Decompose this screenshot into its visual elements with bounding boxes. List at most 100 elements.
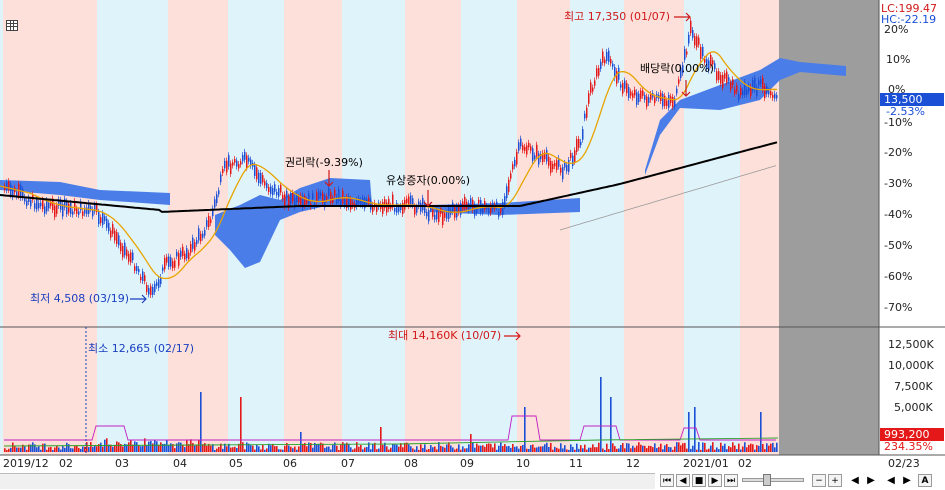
last-button[interactable]: ⏭ bbox=[724, 474, 738, 487]
date-label-05: 05 bbox=[229, 457, 243, 470]
volume-bar bbox=[298, 446, 300, 452]
volume-bar bbox=[500, 442, 502, 452]
volume-bar bbox=[318, 443, 320, 452]
candle bbox=[238, 164, 240, 169]
volume-bar bbox=[418, 449, 420, 452]
date-label-10: 10 bbox=[516, 457, 530, 470]
volume-bar bbox=[514, 446, 516, 452]
candle bbox=[654, 97, 656, 104]
volume-bar bbox=[702, 442, 704, 452]
volume-bar bbox=[304, 442, 306, 452]
volume-bar bbox=[606, 443, 608, 452]
volume-bar bbox=[668, 446, 670, 452]
grid-icon[interactable] bbox=[6, 20, 18, 31]
candle bbox=[584, 113, 586, 119]
prev-button[interactable]: ◀ bbox=[676, 474, 690, 487]
candle bbox=[538, 153, 540, 165]
volume-bar bbox=[160, 442, 162, 452]
volume-bar bbox=[718, 449, 720, 452]
candle bbox=[438, 212, 440, 222]
candle bbox=[26, 200, 28, 206]
candle bbox=[422, 197, 424, 211]
candle bbox=[144, 275, 146, 282]
volume-bar bbox=[742, 446, 744, 452]
candle bbox=[80, 201, 82, 211]
volume-bar bbox=[688, 412, 690, 452]
volume-bar bbox=[754, 449, 756, 452]
volume-bar bbox=[262, 445, 264, 452]
scroll-right-icon[interactable]: ▶ bbox=[867, 475, 875, 486]
candle bbox=[626, 82, 628, 94]
auto-button[interactable]: A bbox=[918, 474, 932, 487]
volume-bar bbox=[330, 449, 332, 452]
scroll-left-icon[interactable]: ◀ bbox=[851, 475, 859, 486]
candle bbox=[34, 203, 36, 209]
zoom-out-button[interactable]: − bbox=[812, 474, 826, 487]
volume-bar bbox=[182, 444, 184, 452]
candle bbox=[372, 204, 374, 212]
candle bbox=[602, 51, 604, 63]
candle bbox=[522, 145, 524, 151]
vol-tick-7500: 7,500K bbox=[894, 380, 933, 393]
candle bbox=[442, 212, 444, 225]
candle bbox=[100, 217, 102, 224]
candle bbox=[544, 152, 546, 160]
volume-bar bbox=[254, 449, 256, 452]
volume-bar bbox=[740, 449, 742, 452]
zoom-slider-thumb[interactable] bbox=[763, 474, 771, 486]
candle bbox=[592, 87, 594, 92]
candle bbox=[722, 74, 724, 88]
scroll-next-icon[interactable]: ▶ bbox=[903, 475, 911, 486]
candle bbox=[490, 204, 492, 213]
candle bbox=[22, 189, 24, 198]
candle bbox=[328, 187, 330, 196]
volume-bar bbox=[340, 444, 342, 452]
volume-bar bbox=[558, 448, 560, 452]
candle bbox=[30, 199, 32, 207]
candle bbox=[674, 98, 676, 107]
next-button[interactable]: ▶ bbox=[708, 474, 722, 487]
volume-bar bbox=[424, 444, 426, 452]
candle bbox=[550, 160, 552, 173]
candle bbox=[644, 95, 646, 100]
volume-bar bbox=[616, 448, 618, 452]
candle bbox=[692, 30, 694, 38]
candle bbox=[312, 193, 314, 200]
volume-bar bbox=[28, 444, 30, 452]
volume-bar bbox=[84, 446, 86, 452]
candle bbox=[224, 160, 226, 169]
stop-button[interactable]: ■ bbox=[692, 474, 706, 487]
volume-bar bbox=[714, 449, 716, 452]
candle bbox=[20, 185, 22, 198]
zoom-slider[interactable] bbox=[742, 474, 804, 486]
volume-bar bbox=[724, 443, 726, 452]
volume-bar bbox=[90, 442, 92, 452]
candle bbox=[190, 244, 192, 253]
scroll-prev-icon[interactable]: ◀ bbox=[887, 475, 895, 486]
capital-annotation: 유상증자(0.00%) bbox=[386, 174, 471, 187]
volume-bar bbox=[574, 449, 576, 452]
volume-bar bbox=[236, 447, 238, 452]
volume-bar bbox=[758, 445, 760, 452]
candle bbox=[280, 185, 282, 193]
volume-bar bbox=[348, 443, 350, 452]
scrollbar-track[interactable] bbox=[0, 473, 655, 489]
zoom-in-button[interactable]: + bbox=[828, 474, 842, 487]
volume-bar bbox=[446, 444, 448, 452]
candle bbox=[36, 198, 38, 210]
volume-bar bbox=[474, 447, 476, 452]
volume-bar bbox=[546, 442, 548, 452]
volume-bar bbox=[52, 449, 54, 452]
volume-bar bbox=[620, 445, 622, 452]
volume-bar bbox=[512, 443, 514, 452]
volume-bar bbox=[552, 449, 554, 452]
first-button[interactable]: ⏮ bbox=[660, 474, 674, 487]
volume-bar bbox=[190, 439, 192, 452]
volume-bar bbox=[398, 446, 400, 452]
volume-bar bbox=[662, 449, 664, 452]
candle bbox=[608, 50, 610, 62]
candle bbox=[50, 201, 52, 206]
volume-bar bbox=[430, 445, 432, 452]
month-band bbox=[570, 0, 624, 455]
